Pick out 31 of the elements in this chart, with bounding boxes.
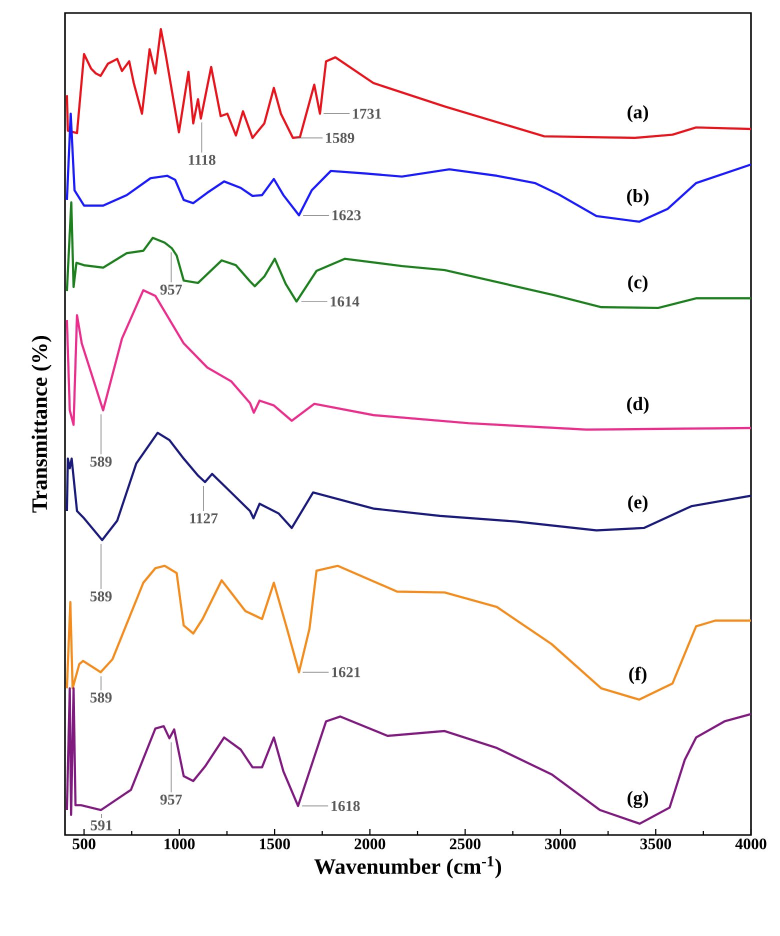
series-label: (g): [628, 790, 648, 808]
x-tick-label: 500: [72, 838, 96, 850]
annotation: 1618: [332, 800, 360, 812]
x-tick-label: 1000: [164, 838, 195, 850]
annotation: 589: [90, 456, 112, 467]
x-axis-title: Wavenumber (cm$^{-1}$): [314, 856, 502, 878]
annotation: 1118: [188, 154, 216, 165]
series-label: (d): [627, 396, 649, 414]
series-label: (a): [628, 105, 648, 122]
x-tick-label: 2000: [354, 838, 386, 850]
annotation: 1731: [353, 108, 382, 119]
annotation: 957: [160, 284, 182, 295]
annotation: 1621: [332, 667, 360, 678]
x-tick-label: 1500: [260, 838, 290, 850]
x-tick-label: 3000: [545, 838, 576, 850]
series-label: (f): [629, 666, 646, 684]
y-axis-title: Transmittance (%): [32, 336, 52, 513]
annotation: 591: [90, 820, 112, 830]
series-label: (e): [628, 495, 648, 512]
annotation: 1589: [326, 132, 354, 143]
annotation: 1623: [332, 210, 361, 220]
x-tick-label: 3500: [640, 838, 672, 850]
series-label: (b): [627, 188, 649, 206]
annotation: 589: [90, 591, 112, 602]
annotation: 1614: [330, 296, 360, 307]
series-label: (c): [628, 275, 648, 292]
annotation: 589: [90, 692, 112, 703]
annotation: 957: [160, 794, 182, 805]
x-tick-label: 2500: [450, 838, 480, 850]
annotation: 1127: [190, 513, 218, 524]
x-tick-label: 4000: [735, 838, 766, 850]
